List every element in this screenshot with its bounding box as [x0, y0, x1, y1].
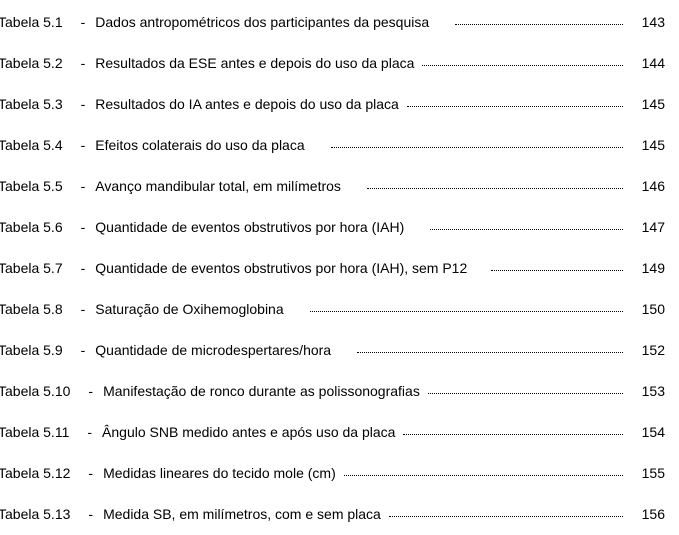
dot-leader: [455, 24, 623, 25]
entry-label: Tabela 5.7: [0, 260, 63, 276]
entry-page: 145: [627, 137, 671, 153]
dot-leader: [430, 229, 623, 230]
entry-description: Resultados da ESE antes e depois do uso …: [95, 55, 418, 71]
entry-page: 147: [627, 219, 671, 235]
entry-label: Tabela 5.9: [0, 342, 63, 358]
entry-separator: -: [63, 219, 96, 235]
entry-description: Avanço mandibular total, em milímetros: [95, 178, 345, 194]
entry-page: 145: [627, 96, 671, 112]
table-of-figures: Tabela 5.1 - Dados antropométricos dos p…: [0, 0, 679, 535]
toc-row: Tabela 5.11 - Ângulo SNB medido antes e …: [2, 424, 671, 465]
entry-separator: -: [63, 14, 96, 30]
toc-row: Tabela 5.5 - Avanço mandibular total, em…: [2, 178, 671, 219]
dot-leader: [491, 270, 623, 271]
entry-label: Tabela 5.6: [0, 219, 63, 235]
toc-row: Tabela 5.13 - Medida SB, em milímetros, …: [2, 506, 671, 535]
entry-page: 156: [627, 506, 671, 522]
toc-row: Tabela 5.1 - Dados antropométricos dos p…: [2, 14, 671, 55]
entry-page: 153: [627, 383, 671, 399]
entry-label: Tabela 5.8: [0, 301, 63, 317]
entry-page: 146: [627, 178, 671, 194]
entry-description: Saturação de Oxihemoglobina: [95, 301, 287, 317]
dot-leader: [407, 106, 623, 107]
entry-label: Tabela 5.12: [0, 465, 70, 481]
dot-leader: [344, 475, 623, 476]
entry-description: Resultados do IA antes e depois do uso d…: [95, 96, 403, 112]
entry-label: Tabela 5.13: [0, 506, 70, 522]
entry-separator: -: [70, 506, 103, 522]
entry-page: 154: [627, 424, 671, 440]
entry-page: 152: [627, 342, 671, 358]
entry-page: 155: [627, 465, 671, 481]
toc-row: Tabela 5.12 - Medidas lineares do tecido…: [2, 465, 671, 506]
entry-separator: -: [70, 383, 103, 399]
dot-leader: [428, 393, 623, 394]
entry-page: 149: [627, 260, 671, 276]
dot-leader: [331, 147, 623, 148]
entry-description: Dados antropométricos dos participantes …: [95, 14, 433, 30]
toc-row: Tabela 5.2 - Resultados da ESE antes e d…: [2, 55, 671, 96]
entry-separator: -: [69, 424, 102, 440]
dot-leader: [422, 65, 623, 66]
entry-separator: -: [63, 137, 96, 153]
entry-page: 143: [627, 14, 671, 30]
entry-label: Tabela 5.1: [0, 14, 63, 30]
dot-leader: [310, 311, 623, 312]
entry-label: Tabela 5.2: [0, 55, 63, 71]
entry-label: Tabela 5.10: [0, 383, 70, 399]
entry-page: 144: [627, 55, 671, 71]
dot-leader: [389, 516, 623, 517]
toc-row: Tabela 5.9 - Quantidade de microdesperta…: [2, 342, 671, 383]
entry-separator: -: [63, 96, 96, 112]
toc-row: Tabela 5.7 - Quantidade de eventos obstr…: [2, 260, 671, 301]
entry-separator: -: [63, 55, 96, 71]
entry-description: Medida SB, em milímetros, com e sem plac…: [103, 506, 385, 522]
toc-row: Tabela 5.8 - Saturação de Oxihemoglobina…: [2, 301, 671, 342]
dot-leader: [403, 434, 623, 435]
entry-label: Tabela 5.5: [0, 178, 63, 194]
entry-description: Ângulo SNB medido antes e após uso da pl…: [102, 424, 399, 440]
dot-leader: [357, 352, 623, 353]
toc-row: Tabela 5.10 - Manifestação de ronco dura…: [2, 383, 671, 424]
entry-description: Medidas lineares do tecido mole (cm): [103, 465, 340, 481]
entry-description: Quantidade de eventos obstrutivos por ho…: [95, 260, 471, 276]
entry-separator: -: [63, 342, 96, 358]
dot-leader: [367, 188, 623, 189]
entry-separator: -: [70, 465, 103, 481]
toc-row: Tabela 5.3 - Resultados do IA antes e de…: [2, 96, 671, 137]
toc-row: Tabela 5.6 - Quantidade de eventos obstr…: [2, 219, 671, 260]
entry-label: Tabela 5.4: [0, 137, 63, 153]
entry-description: Efeitos colaterais do uso da placa: [95, 137, 308, 153]
entry-label: Tabela 5.3: [0, 96, 63, 112]
entry-page: 150: [627, 301, 671, 317]
entry-description: Manifestação de ronco durante as polisso…: [103, 383, 424, 399]
entry-separator: -: [63, 178, 96, 194]
entry-description: Quantidade de eventos obstrutivos por ho…: [95, 219, 408, 235]
entry-separator: -: [63, 301, 96, 317]
entry-separator: -: [63, 260, 96, 276]
toc-row: Tabela 5.4 - Efeitos colaterais do uso d…: [2, 137, 671, 178]
entry-label: Tabela 5.11: [0, 424, 69, 440]
entry-description: Quantidade de microdespertares/hora: [95, 342, 335, 358]
